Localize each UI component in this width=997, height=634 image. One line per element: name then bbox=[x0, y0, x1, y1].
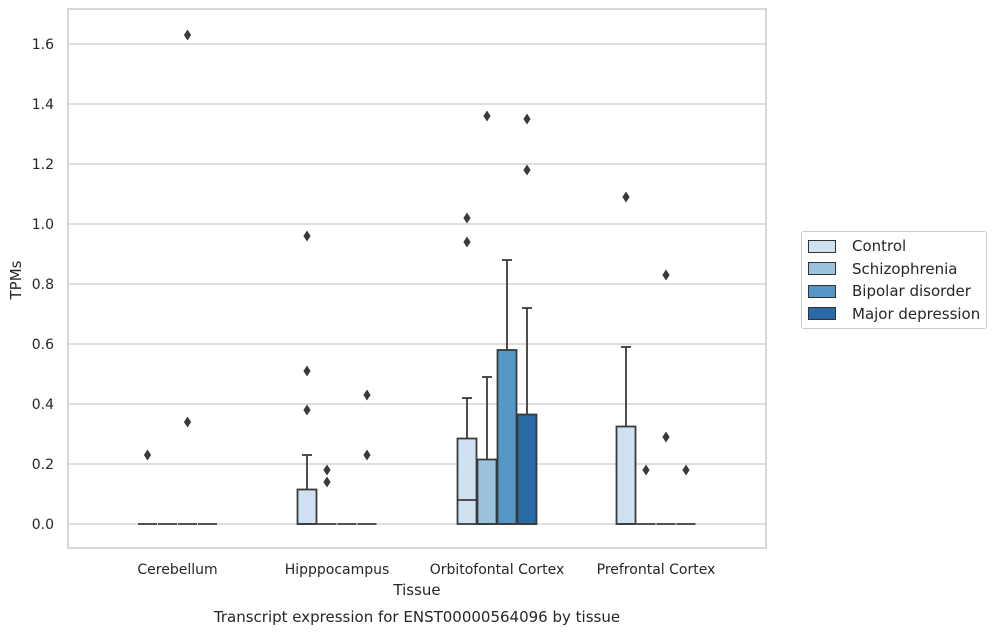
legend-item: Major depression bbox=[802, 303, 986, 326]
box-group bbox=[357, 389, 377, 525]
outlier-point bbox=[303, 365, 311, 377]
outlier-point bbox=[183, 29, 192, 41]
y-tick-label: 1.6 bbox=[32, 37, 54, 53]
outlier-point bbox=[303, 230, 311, 242]
outlier-point bbox=[463, 236, 471, 248]
y-tick-label: 0.6 bbox=[32, 337, 54, 353]
x-axis-title: Tissue bbox=[392, 581, 440, 599]
box-group bbox=[656, 269, 676, 525]
legend: Control Schizophrenia Bipolar disorder Majo… bbox=[801, 231, 987, 329]
x-tick-labels: Cerebellum Hipppocampus Orbitofontal Corte… bbox=[137, 562, 715, 578]
box-group bbox=[296, 230, 318, 525]
legend-swatch bbox=[808, 284, 836, 298]
y-tick-label: 0.2 bbox=[32, 457, 54, 473]
box bbox=[496, 349, 518, 525]
outlier-point bbox=[323, 464, 331, 476]
legend-item: Control bbox=[802, 235, 986, 258]
y-tick-label: 1.4 bbox=[32, 97, 54, 113]
y-tick-labels: 0.0 0.2 0.4 0.6 0.8 1.0 1.2 1.4 1.6 bbox=[32, 37, 54, 533]
outlier-point bbox=[183, 416, 192, 428]
legend-item: Schizophrenia bbox=[802, 258, 986, 281]
legend-label: Control bbox=[852, 237, 907, 256]
outlier-point bbox=[303, 404, 311, 416]
box-group bbox=[636, 464, 656, 525]
y-axis-title: TPMs bbox=[7, 260, 25, 300]
legend-swatch bbox=[808, 239, 836, 253]
legend-label: Major depression bbox=[852, 304, 981, 323]
y-tick-label: 1.2 bbox=[32, 157, 54, 173]
box bbox=[516, 413, 538, 525]
outlier-point bbox=[523, 164, 531, 176]
outlier-point bbox=[143, 449, 152, 461]
box bbox=[615, 425, 637, 525]
outlier-point bbox=[682, 464, 690, 476]
box-group bbox=[138, 449, 157, 525]
legend-label: Schizophrenia bbox=[852, 259, 958, 278]
box-group bbox=[317, 464, 337, 525]
box-group bbox=[178, 29, 197, 525]
outlier-point bbox=[662, 431, 670, 443]
y-tick-label: 1.0 bbox=[32, 217, 54, 233]
box-group bbox=[516, 113, 538, 525]
box bbox=[456, 437, 478, 525]
y-tick-label: 0.0 bbox=[32, 517, 54, 533]
box-group bbox=[676, 464, 696, 525]
outlier-point bbox=[622, 191, 630, 203]
outlier-point bbox=[662, 269, 670, 281]
box-group bbox=[456, 212, 478, 525]
legend-swatch bbox=[808, 307, 836, 321]
legend-swatch bbox=[808, 262, 836, 276]
box-group bbox=[496, 259, 518, 525]
y-tick-label: 0.4 bbox=[32, 397, 54, 413]
outlier-point bbox=[363, 389, 371, 401]
outlier-point bbox=[483, 110, 491, 122]
legend-label: Bipolar disorder bbox=[852, 282, 971, 301]
plot-frame bbox=[67, 8, 767, 549]
x-tick-label: Cerebellum bbox=[137, 562, 217, 578]
x-tick-label: Hipppocampus bbox=[285, 562, 390, 578]
box-group bbox=[476, 110, 498, 525]
box bbox=[296, 488, 318, 525]
box-group bbox=[615, 191, 637, 525]
outlier-point bbox=[363, 449, 371, 461]
legend-item: Bipolar disorder bbox=[802, 280, 986, 303]
box-layer bbox=[138, 29, 696, 525]
gridlines bbox=[67, 8, 767, 549]
x-tick-label: Orbitofontal Cortex bbox=[430, 562, 565, 578]
box bbox=[476, 458, 498, 525]
x-tick-label: Prefrontal Cortex bbox=[597, 562, 716, 578]
outlier-point bbox=[523, 113, 531, 125]
outlier-point bbox=[323, 476, 331, 488]
outlier-point bbox=[642, 464, 650, 476]
outlier-point bbox=[463, 212, 471, 224]
y-tick-label: 0.8 bbox=[32, 277, 54, 293]
chart-title: Transcript expression for ENST0000056409… bbox=[213, 608, 620, 626]
